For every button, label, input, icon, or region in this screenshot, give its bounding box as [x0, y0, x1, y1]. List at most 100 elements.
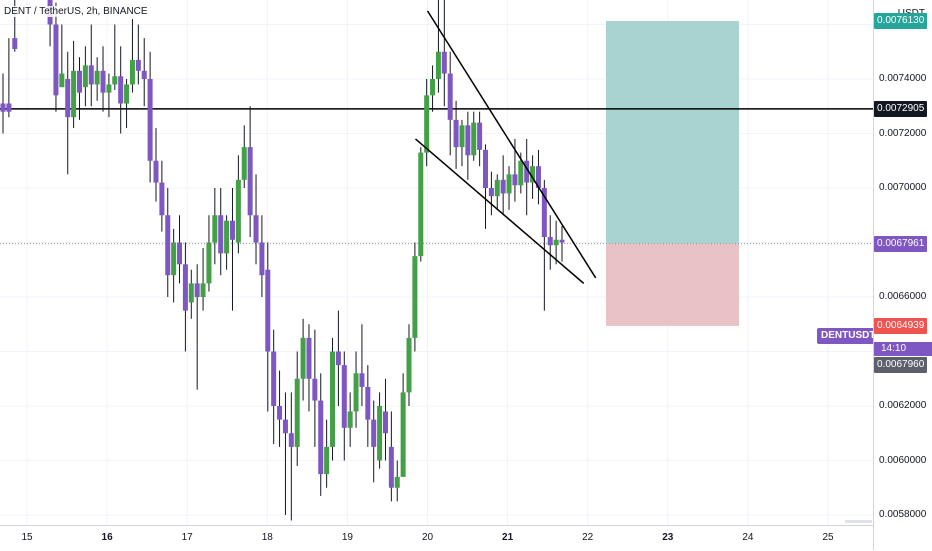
candle	[306, 324, 312, 412]
price-tick: 0.0060000	[879, 454, 927, 466]
candle	[165, 188, 171, 297]
candle-body	[494, 179, 500, 197]
target-price-label: 0.0076130	[874, 12, 928, 29]
candle-body	[535, 166, 541, 188]
candle-body	[359, 373, 365, 387]
candle	[312, 329, 318, 447]
candle	[212, 188, 218, 265]
candle-body	[224, 220, 230, 254]
time-axis[interactable]: 15 16 17 18 19 20 21 22 23 24 25	[0, 525, 873, 551]
candle	[459, 119, 465, 167]
time-tick: 16	[101, 532, 113, 543]
loss-zone[interactable]	[606, 243, 739, 326]
candle-body	[465, 125, 471, 156]
candle	[382, 378, 388, 461]
candle-body	[94, 70, 100, 85]
candle	[177, 215, 183, 284]
candle	[359, 324, 365, 406]
horizontal-line-price-label: 0.0072905	[874, 100, 928, 117]
profit-zone[interactable]	[606, 20, 739, 244]
symbol-info[interactable]: DENT / TetherUS, 2h, BINANCE	[4, 6, 148, 17]
candle-body	[394, 476, 400, 488]
candle-body	[477, 122, 483, 150]
candle	[265, 242, 271, 412]
candle-body	[265, 269, 271, 352]
candle	[129, 19, 135, 93]
candlestick-chart[interactable]	[0, 0, 873, 525]
candle-body	[547, 237, 553, 246]
candle-body	[282, 419, 288, 434]
candle-body	[100, 70, 106, 93]
candle-body	[59, 73, 65, 88]
trendline[interactable]	[426, 10, 597, 279]
candle-body	[488, 188, 494, 197]
candle-body	[541, 188, 547, 238]
candle	[488, 171, 494, 216]
time-tick: 24	[742, 532, 754, 543]
candle	[206, 215, 212, 292]
candle-body	[141, 70, 147, 79]
candle-body	[418, 152, 424, 257]
chart-area[interactable]: DENT / TetherUS, 2h, BINANCE DENTUSDT	[0, 0, 873, 525]
price-tick: 0.0070000	[879, 182, 927, 193]
candle-body	[341, 365, 347, 428]
candle	[6, 38, 12, 118]
candle-body	[165, 215, 171, 276]
candle	[247, 106, 253, 238]
candle-body	[135, 59, 141, 71]
candle-body	[388, 446, 394, 488]
entry-price-label: 0.0067960	[874, 357, 928, 373]
candle	[394, 460, 400, 502]
candle-body	[365, 386, 371, 420]
candle-body	[277, 406, 283, 420]
time-tick: 15	[21, 532, 33, 543]
symbol-tag: DENTUSDT	[817, 328, 873, 344]
candle-body	[335, 351, 341, 366]
candle	[547, 215, 553, 270]
candle	[388, 411, 394, 502]
time-tick: 22	[582, 532, 594, 543]
price-tick: 0.0058000	[879, 509, 927, 520]
candle-body	[430, 79, 436, 96]
price-axis[interactable]: USDT 0.00580000.00600000.00620000.006400…	[873, 0, 932, 550]
candle	[347, 392, 353, 447]
candle-body	[400, 392, 406, 477]
candle-body	[424, 95, 430, 153]
trendline[interactable]	[414, 138, 585, 284]
candle-body	[188, 283, 194, 303]
candle	[483, 144, 489, 229]
candle	[241, 125, 247, 188]
candle-body	[312, 378, 318, 401]
candle-body	[177, 242, 183, 265]
candle-body	[124, 84, 130, 104]
candle	[400, 373, 406, 477]
candle	[53, 2, 59, 112]
candle	[377, 392, 383, 469]
candle-body	[159, 182, 165, 216]
scroll-indicator[interactable]	[845, 520, 872, 523]
candles	[0, 0, 565, 521]
candle	[524, 138, 530, 216]
candle	[235, 155, 241, 254]
time-tick: 19	[341, 532, 353, 543]
long-position-tool[interactable]	[606, 20, 739, 326]
time-tick: 25	[822, 532, 834, 543]
candle-body	[512, 174, 518, 186]
candle-body	[235, 179, 241, 243]
candle	[118, 46, 124, 134]
candle	[453, 100, 459, 169]
candle	[188, 269, 194, 319]
candle	[341, 351, 347, 461]
candle	[506, 166, 512, 210]
candle-body	[459, 125, 465, 148]
candle-body	[0, 103, 6, 112]
candle-body	[218, 215, 224, 254]
time-tick: 18	[261, 532, 273, 543]
candle-body	[118, 76, 124, 104]
trendlines[interactable]	[414, 10, 597, 284]
candle-body	[76, 70, 82, 93]
candle	[430, 65, 436, 112]
candle	[100, 46, 106, 112]
candle	[288, 392, 294, 521]
candle	[494, 174, 500, 210]
